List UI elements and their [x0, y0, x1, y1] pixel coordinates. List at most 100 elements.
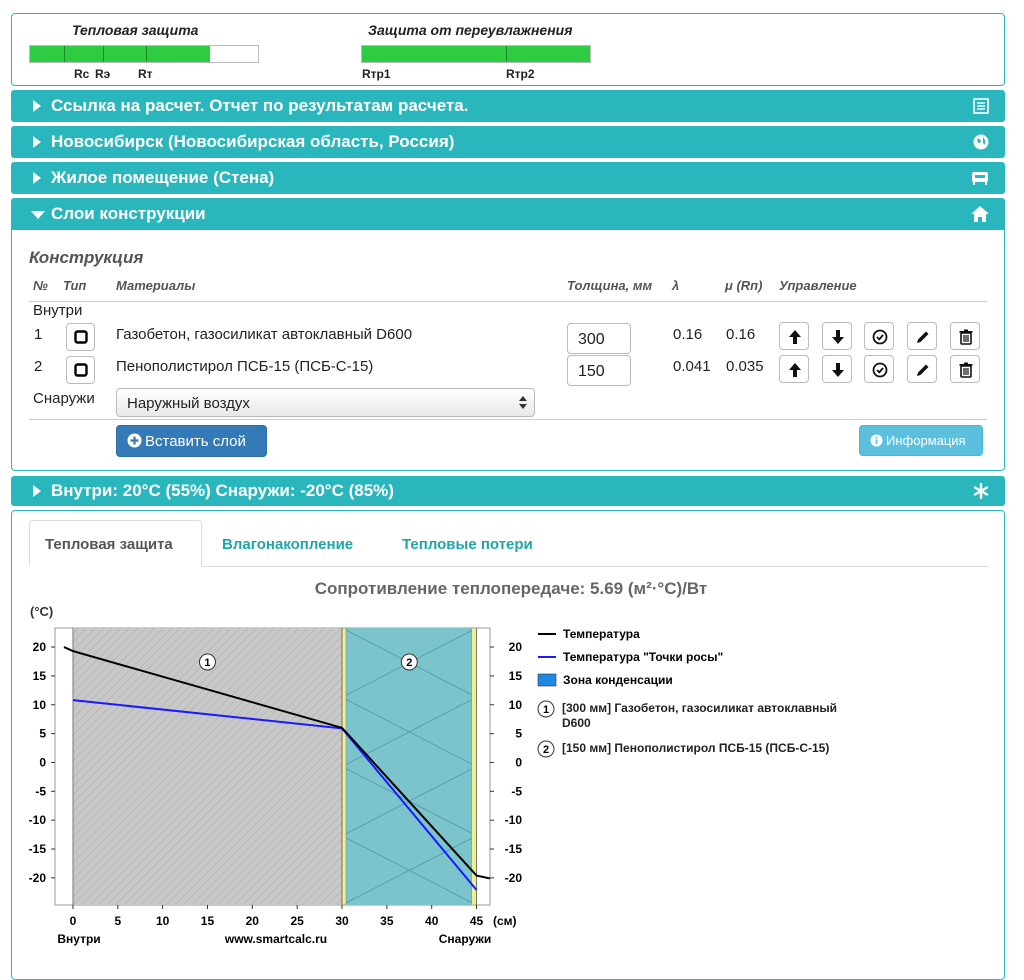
panel-header[interactable]: Ссылка на расчет. Отчет по результатам р… — [11, 90, 1005, 122]
up-button[interactable] — [779, 322, 809, 350]
mu: 0.16 — [726, 326, 756, 343]
legend-layer: [300 мм] Газобетон, газосиликат автоклав… — [562, 701, 838, 730]
legend-badge-number: 2 — [543, 744, 549, 756]
info-icon — [870, 434, 883, 447]
caret — [33, 136, 41, 148]
panel-title: Ссылка на расчет. Отчет по результатам р… — [51, 96, 469, 115]
y2-tick-label: -10 — [505, 813, 523, 827]
delete-button[interactable] — [950, 322, 980, 350]
indicator-title: Защита от переувлажнения — [368, 22, 573, 38]
y2-tick-label: 10 — [509, 698, 523, 712]
chart: Сопротивление теплопередаче: 5.69 (м²·°С… — [29, 579, 838, 946]
layer-band — [342, 628, 477, 905]
x-unit: (см) — [493, 914, 517, 928]
legend-label: Температура — [563, 627, 640, 641]
y-unit: (°C) — [30, 604, 53, 619]
indicator-divider — [146, 46, 147, 62]
layer-number: 2 — [406, 657, 412, 669]
panel-title: Жилое помещение (Стена) — [51, 168, 275, 187]
series-line — [63, 646, 491, 880]
indicator-bar — [361, 45, 591, 63]
thickness-input[interactable]: 300 — [567, 323, 631, 354]
panel-header[interactable]: Жилое помещение (Стена) — [11, 162, 1005, 194]
home-icon — [971, 206, 989, 222]
button-icon — [789, 330, 801, 344]
panel-header[interactable]: Слои конструкции — [11, 198, 1005, 230]
button-label: Информация — [886, 433, 966, 448]
indicator-mark: Rc — [74, 67, 90, 81]
x-tick-label: 20 — [246, 914, 260, 928]
layer-number: 1 — [204, 657, 210, 669]
right-label: Снаружи — [439, 932, 491, 946]
legend-layer-label: [300 мм] Газобетон, газосиликат автоклав… — [562, 701, 838, 730]
x-tick-label: 40 — [425, 914, 439, 928]
panel-body — [11, 229, 1005, 471]
x-tick-label: 25 — [290, 914, 304, 928]
type-button[interactable] — [66, 323, 95, 351]
x-tick-label: 5 — [114, 914, 121, 928]
layer-edge — [341, 627, 347, 906]
column-header: № — [33, 278, 48, 293]
panel-title: Новосибирск (Новосибирская область, Росс… — [51, 132, 455, 151]
inside-label: Внутри — [33, 302, 83, 319]
column-header: λ — [672, 278, 680, 293]
edit-button[interactable] — [907, 355, 937, 383]
column-header: Материалы — [116, 278, 196, 293]
info-button[interactable]: Информация — [859, 425, 983, 456]
insulation-stroke — [341, 835, 477, 906]
tab-line — [29, 566, 989, 567]
thickness-input[interactable]: 150 — [567, 355, 631, 386]
x-tick-label: 35 — [380, 914, 394, 928]
button-icon — [917, 364, 929, 376]
x-tick-label: 0 — [70, 914, 77, 928]
outside-select[interactable]: Наружный воздух — [116, 388, 535, 417]
lambda: 0.16 — [673, 326, 703, 343]
panel-header[interactable]: Внутри: 20°C (55%) Снаружи: -20°C (85%) — [11, 476, 1005, 506]
indicator-mark: Rт — [138, 67, 153, 81]
tab-label[interactable]: Тепловая защита — [45, 536, 173, 553]
indicator-divider — [506, 46, 507, 62]
tab-label[interactable]: Тепловые потери — [402, 536, 533, 553]
y-tick-label: 10 — [33, 698, 47, 712]
y2-tick-label: 20 — [509, 640, 523, 654]
button-icon — [872, 362, 888, 378]
button-icon — [917, 331, 929, 343]
select-arrows — [519, 396, 527, 409]
insert-button[interactable]: Вставить слой — [116, 425, 267, 457]
up-button[interactable] — [779, 355, 809, 383]
caret — [33, 485, 41, 497]
plus-icon — [127, 433, 142, 448]
x-tick-label: 30 — [335, 914, 349, 928]
y2-tick-label: 5 — [515, 727, 522, 741]
x-tick-label: 10 — [156, 914, 170, 928]
button-icon — [872, 329, 888, 345]
active-tab[interactable] — [29, 520, 202, 567]
legend-swatch — [537, 673, 557, 687]
type-button[interactable] — [66, 356, 95, 384]
delete-button[interactable] — [950, 355, 980, 383]
check-button[interactable] — [864, 322, 894, 350]
y-tick-label: 20 — [33, 640, 47, 654]
panel-header[interactable]: Новосибирск (Новосибирская область, Росс… — [11, 126, 1005, 158]
indicator-box — [11, 13, 1005, 86]
check-button[interactable] — [864, 355, 894, 383]
edit-button[interactable] — [907, 322, 937, 350]
y-tick-label: -5 — [35, 784, 46, 798]
x-tick-label: 15 — [201, 914, 215, 928]
caret — [33, 172, 41, 184]
down-button[interactable] — [822, 355, 852, 383]
down-button[interactable] — [822, 322, 852, 350]
panel-title: Внутри: 20°C (55%) Снаружи: -20°C (85%) — [51, 481, 394, 500]
chart-title: Сопротивление теплопередаче: 5.69 (м²·°С… — [315, 579, 708, 598]
outside-label: Снаружи — [33, 390, 95, 407]
legend-layer-label: [150 мм] Пенополистирол ПСБ-15 (ПСБ-С-15… — [562, 741, 830, 755]
layer-band — [72, 628, 343, 905]
row-number: 2 — [34, 358, 43, 375]
y-tick-label: -10 — [29, 813, 47, 827]
mu: 0.035 — [726, 358, 764, 375]
tab-label[interactable]: Влагонакопление — [222, 536, 354, 553]
square-icon — [74, 330, 88, 344]
row-number: 1 — [34, 326, 43, 343]
material: Пенополистирол ПСБ-15 (ПСБ-С-15) — [116, 358, 374, 375]
